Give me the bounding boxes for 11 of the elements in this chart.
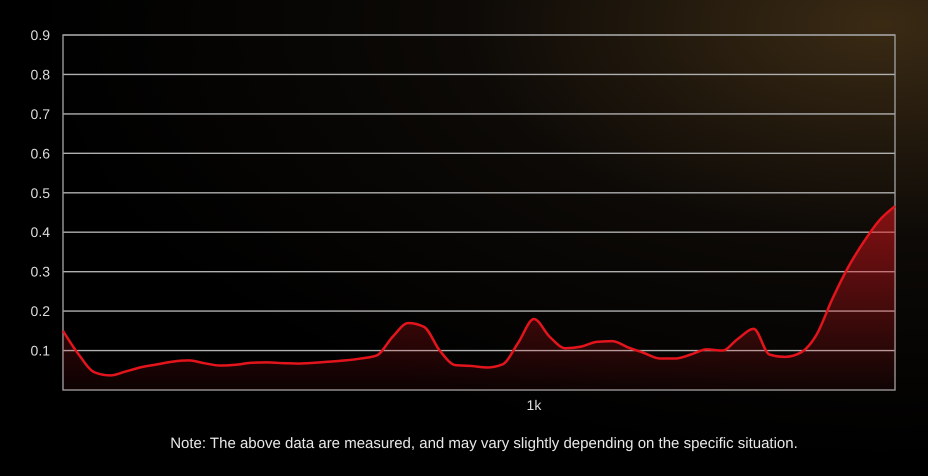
y-tick-label: 0.8 [30,66,50,82]
y-tick-label: 0.3 [30,264,50,280]
y-tick-label: 0.9 [30,27,50,43]
y-tick-label: 0.4 [30,224,50,240]
y-tick-label: 0.1 [30,342,50,359]
y-tick-label: 0.5 [30,184,50,201]
y-tick-label: 0.6 [30,145,50,162]
y-tick-label: 0.2 [30,303,50,320]
x-tick-label: 1k [526,397,542,413]
text: Note: The above data are measured, and may vary slightly depending on the specific situation. [170,435,798,452]
y-tick-label: 0.7 [30,106,50,122]
